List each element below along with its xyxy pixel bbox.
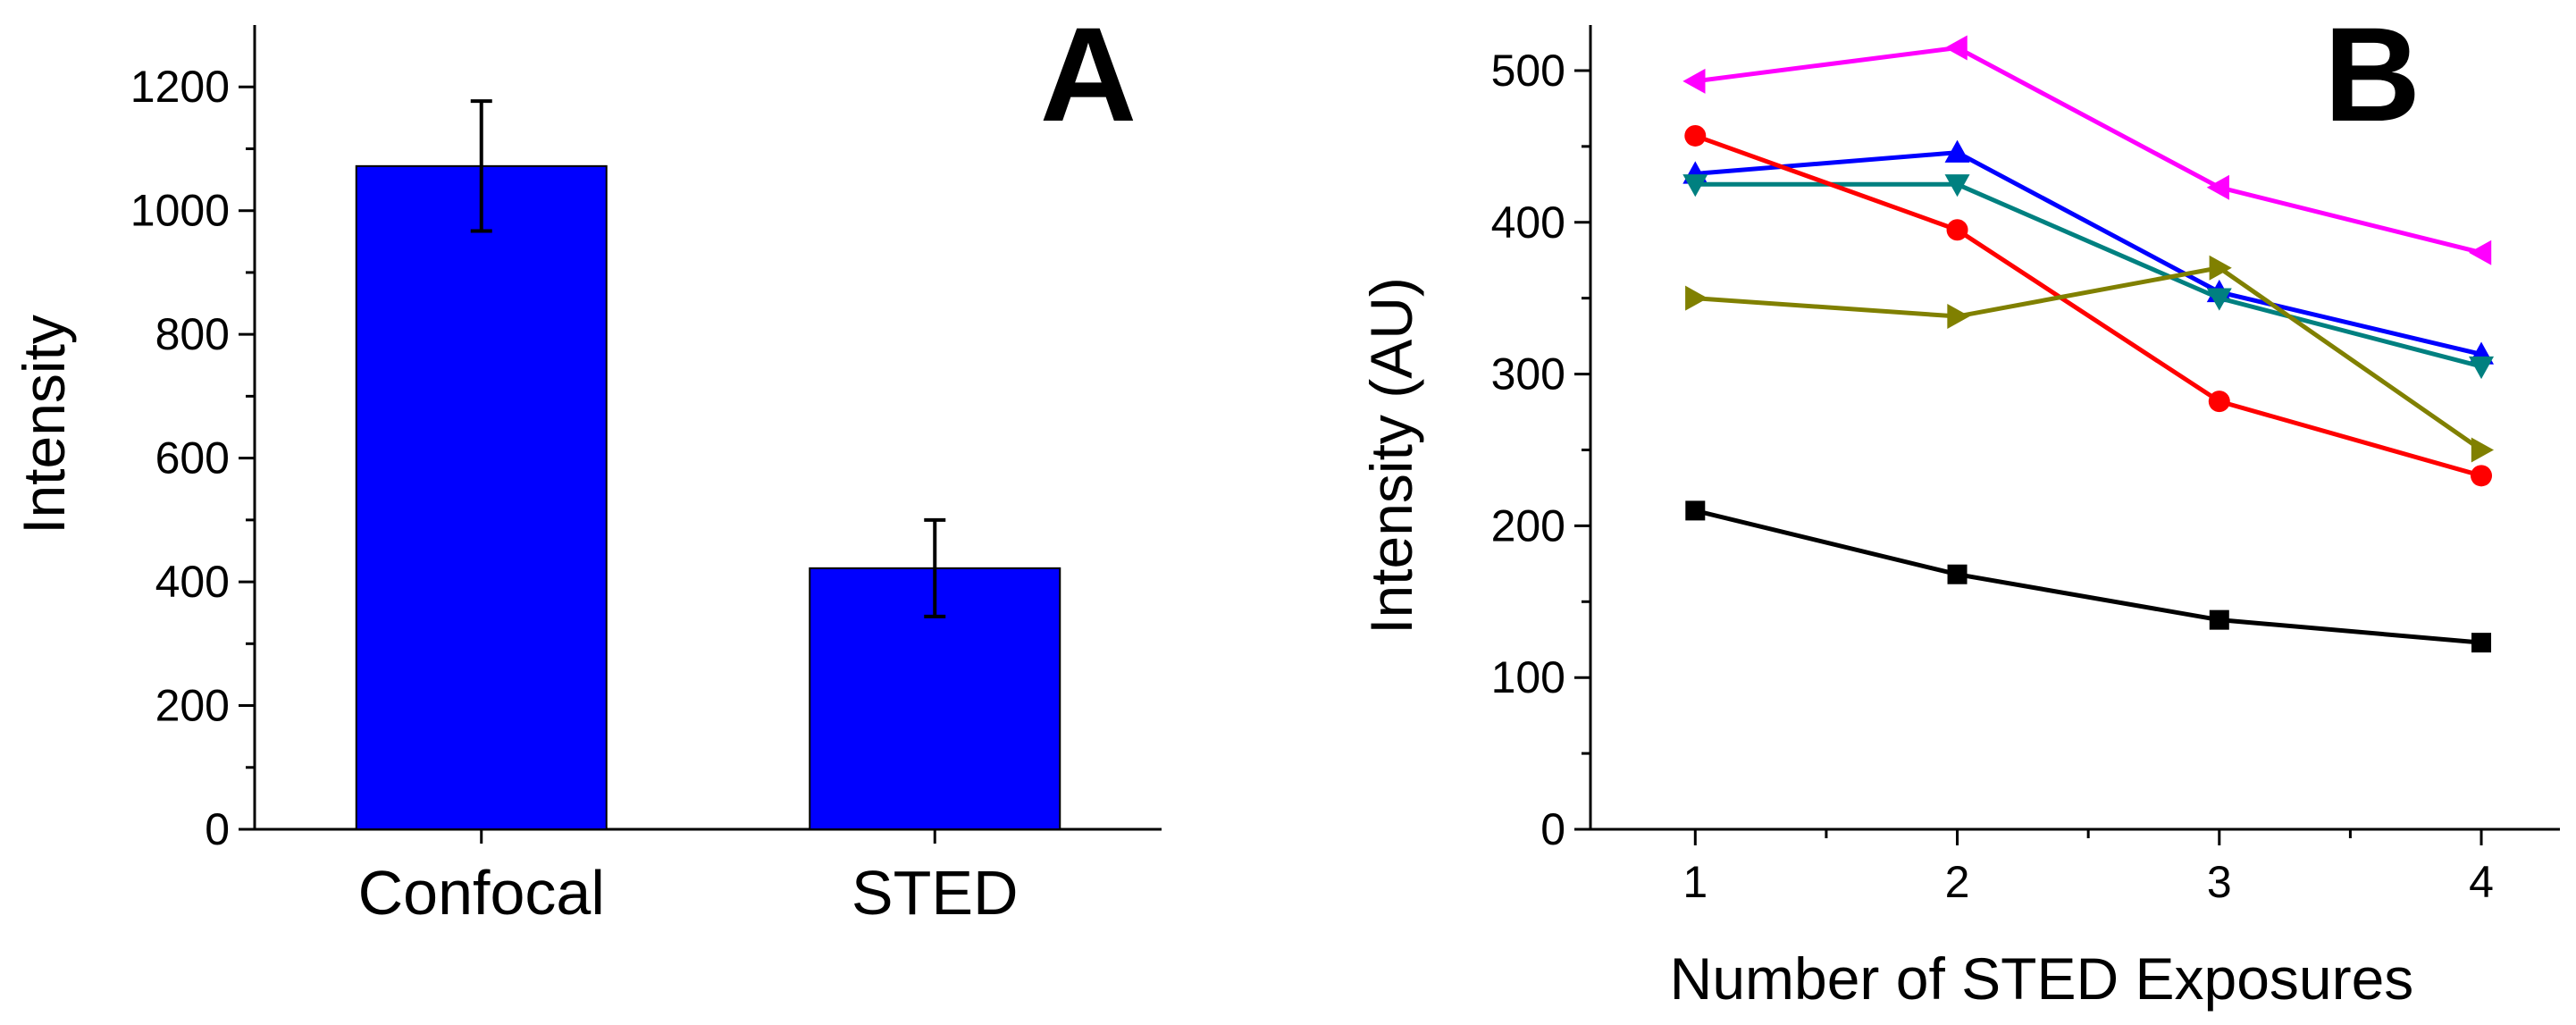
series-red-point: [2471, 465, 2493, 487]
series-black-point: [2471, 633, 2492, 653]
panel-b-axes: [1574, 25, 2560, 845]
panel-b-x-tick-label: 4: [2469, 857, 2494, 907]
series-teal-point: [1944, 174, 1970, 197]
panel-a-y-tick-label: 1200: [130, 62, 230, 112]
panel-a-y-axis-label: Intensity: [11, 315, 77, 534]
series-red: [1684, 124, 2493, 487]
panel-a-bar-confocal: [355, 164, 608, 831]
series-olive-line: [1695, 265, 2483, 452]
panel-b-y-tick-label: 0: [1540, 804, 1565, 854]
panel-a-y-tick-label: 400: [155, 557, 230, 607]
series-black-point: [1947, 564, 1968, 584]
panel-b-series: [1682, 35, 2495, 653]
series-teal: [1682, 174, 2495, 380]
series-red-point: [2208, 391, 2230, 413]
panel-b-tick-labels: 0 100 200 300 400 500 1 2 3 4: [1491, 46, 2494, 907]
series-teal-point: [2469, 356, 2495, 380]
panel-b-x-axis-label: Number of STED Exposures: [1670, 945, 2414, 1012]
series-olive-point: [2209, 255, 2232, 281]
series-olive: [1685, 255, 2495, 463]
panel-a-category-label: STED: [852, 858, 1019, 928]
panel-b-y-axis-label: Intensity (AU): [1358, 277, 1424, 634]
panel-a-y-tick-label: 0: [205, 804, 230, 854]
series-teal-point: [2206, 288, 2232, 311]
series-red-point: [1684, 124, 1707, 147]
panel-b-y-tick-label: 400: [1491, 197, 1565, 248]
series-black-point: [2209, 609, 2229, 630]
series-teal-line: [1695, 181, 2482, 369]
series-blue-point: [1944, 139, 1970, 163]
panel-a-y-tick-label: 800: [155, 309, 230, 359]
panel-b-line-chart: 0 100 200 300 400 500 1 2 3 4 Intensity (AU) Numb…: [1358, 0, 2560, 1012]
panel-a-y-tick-label: 200: [155, 681, 230, 731]
series-black-point: [1685, 500, 1706, 521]
series-magenta-point: [1682, 68, 1706, 94]
panel-a-bar-chart: 0 200 400 600 800 1000 1200 Confocal STED Intens…: [11, 0, 1162, 928]
series-teal-point: [1682, 174, 1708, 197]
panel-a-bars: [355, 99, 1061, 831]
series-magenta-point: [2469, 239, 2492, 265]
panel-b-y-tick-label: 100: [1491, 652, 1565, 702]
series-magenta-point: [1944, 35, 1968, 61]
panel-b-x-tick-label: 2: [1945, 857, 1970, 907]
series-magenta-point: [2206, 174, 2229, 200]
panel-b-y-tick-label: 500: [1491, 46, 1565, 96]
series-magenta-line: [1694, 45, 2482, 256]
panel-a-tick-labels: 0 200 400 600 800 1000 1200 Confocal STED: [130, 62, 1019, 928]
panel-b-y-tick-label: 200: [1491, 500, 1565, 550]
series-blue-line: [1695, 150, 2482, 357]
panel-b-y-tick-label: 300: [1491, 349, 1565, 399]
panel-a-category-label: Confocal: [358, 858, 605, 928]
series-black: [1685, 500, 2492, 653]
series-magenta: [1682, 35, 2492, 265]
panel-b-letter: B: [2324, 0, 2421, 149]
panel-b-x-tick-label: 1: [1682, 857, 1708, 907]
series-olive-point: [1685, 285, 1708, 311]
panel-a-letter: A: [1040, 0, 1137, 149]
panel-b-x-tick-label: 3: [2207, 857, 2232, 907]
series-olive-point: [1947, 304, 1970, 330]
series-red-point: [1946, 219, 1968, 241]
series-black-line: [1694, 508, 2482, 645]
panel-a-y-tick-label: 1000: [130, 186, 230, 236]
series-olive-point: [2471, 437, 2495, 463]
panel-a-y-tick-label: 600: [155, 433, 230, 483]
series-red-line: [1694, 133, 2482, 478]
